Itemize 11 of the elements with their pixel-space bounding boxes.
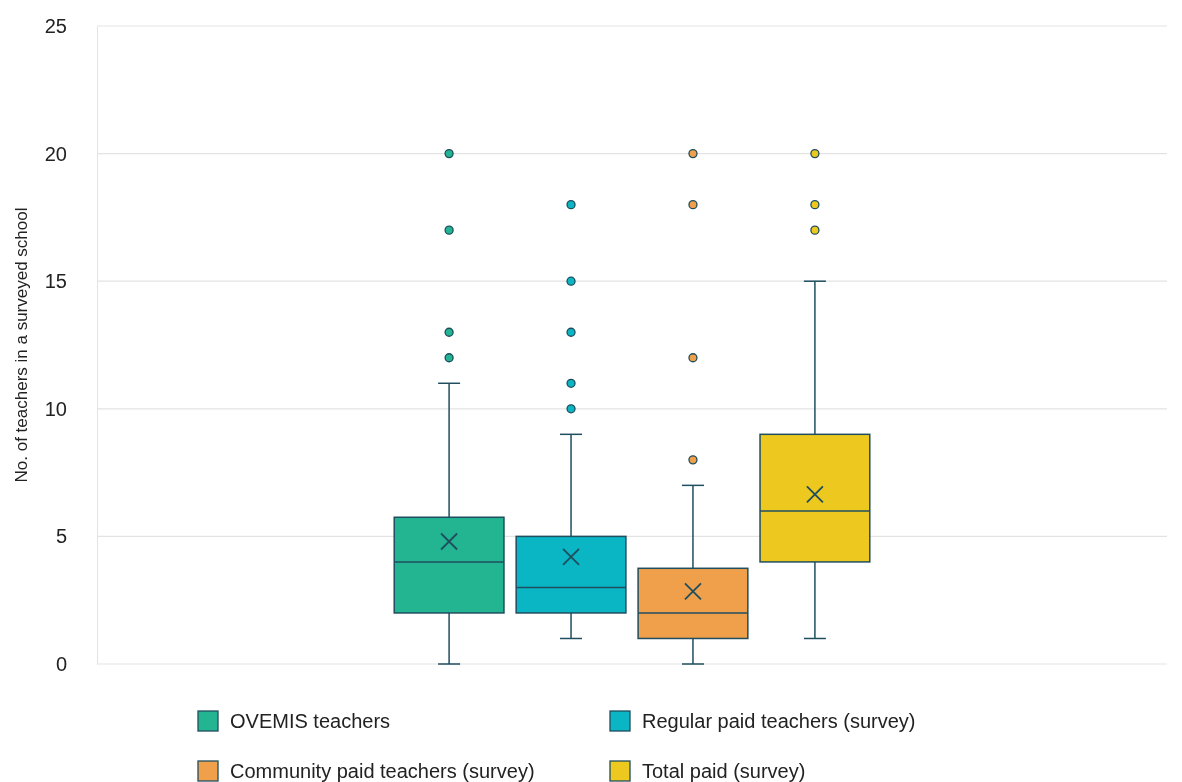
legend-label: OVEMIS teachers [230, 710, 391, 732]
y-tick-label: 15 [44, 270, 67, 293]
legend-label: Regular paid teachers (survey) [642, 710, 916, 732]
legend-label: Total paid (survey) [642, 760, 806, 782]
y-tick-label: 10 [44, 397, 67, 420]
y-tick-label: 25 [44, 14, 67, 37]
legend-label: Community paid teachers (survey) [230, 760, 535, 782]
y-tick-label: 5 [55, 525, 67, 548]
y-axis-title: No. of teachers in a surveyed school [12, 207, 31, 483]
y-tick-label: 0 [55, 652, 67, 675]
y-tick-label: 20 [44, 142, 67, 165]
